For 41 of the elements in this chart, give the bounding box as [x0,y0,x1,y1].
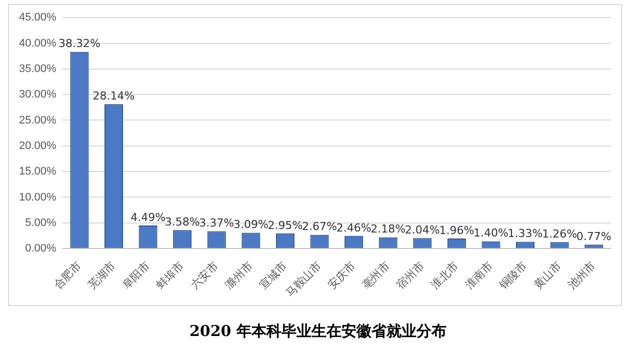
x-tick-label: 亳州市 [360,259,392,292]
data-label: 1.40% [473,226,508,240]
x-tick-label: 宿州市 [394,259,427,292]
y-tick-label: 45.00% [18,12,57,24]
x-tick-label: 合肥市 [51,259,84,292]
x-tick-label: 安庆市 [326,259,358,292]
y-tick-label: 0.00% [25,242,57,255]
x-tick-label: 蚌埠市 [154,259,187,292]
y-tick-label: 20.00% [18,140,57,152]
x-tick-label: 淮北市 [428,259,461,292]
data-label: 2.67% [302,220,337,234]
x-tick-label: 淮南市 [462,259,496,292]
x-tick-label: 阜阳市 [120,259,152,292]
data-label: 1.33% [508,227,543,240]
y-tick-label: 5.00% [25,216,57,229]
y-tick-label: 15.00% [18,166,57,178]
data-label: 28.14% [92,89,135,102]
x-tick-label: 滁州市 [222,259,256,292]
x-tick-label: 黄山市 [531,259,564,292]
data-label: 2.95% [268,218,303,232]
y-tick-label: 35.00% [18,62,57,75]
y-tick-label: 10.00% [18,191,57,204]
data-label: 4.49% [130,210,166,224]
data-label: 3.58% [164,216,200,229]
data-label: 1.96% [439,224,474,237]
data-label: 38.32% [58,37,100,50]
y-tick-label: 30.00% [18,88,57,101]
x-tick-label: 六安市 [188,259,221,292]
x-tick-label: 芜湖市 [85,259,118,292]
data-label: 1.26% [542,227,578,240]
data-label: 2.04% [404,223,440,236]
data-label: 3.37% [199,216,234,230]
x-tick-label: 铜陵市 [496,259,530,293]
y-tick-label: 25.00% [18,114,57,126]
text: 2020 年本科毕业生在安徽省就业分布 [188,322,448,341]
data-label: 3.09% [233,218,268,232]
data-label: 2.18% [370,222,406,236]
data-label: 2.46% [336,221,372,234]
data-label: 0.77% [576,230,612,243]
y-tick-label: 40.00% [18,37,57,50]
x-tick-label: 池州市 [566,259,598,292]
